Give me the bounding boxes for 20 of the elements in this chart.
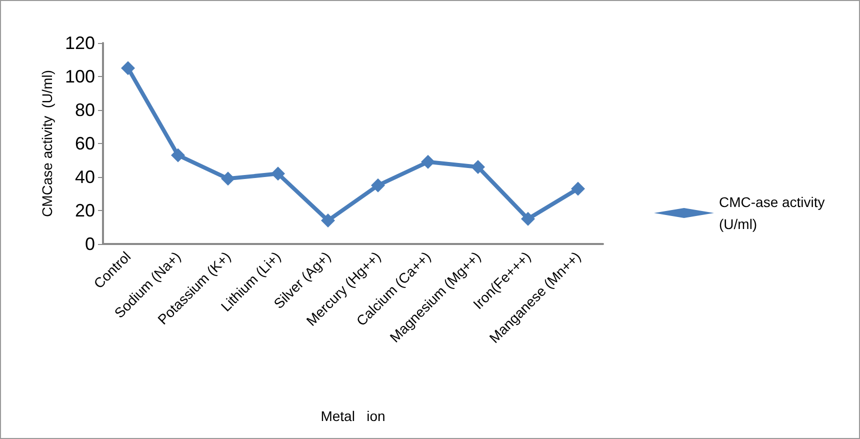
y-tick-label: 40 bbox=[74, 167, 95, 187]
y-tick-label: 60 bbox=[74, 134, 95, 154]
point bbox=[521, 212, 535, 226]
y-tick-label: 80 bbox=[74, 100, 95, 120]
y-tick-label: 120 bbox=[64, 33, 95, 53]
point bbox=[221, 172, 235, 186]
point bbox=[121, 61, 135, 76]
point bbox=[421, 154, 435, 169]
point bbox=[321, 214, 335, 228]
y-tick-label: 100 bbox=[64, 66, 95, 86]
point bbox=[471, 160, 485, 174]
point bbox=[371, 178, 385, 192]
y-tick-label: 20 bbox=[74, 200, 95, 220]
legend-label: CMC-ase activity (U/ml) bbox=[719, 194, 829, 232]
y-tick-label: 0 bbox=[84, 234, 95, 254]
point bbox=[571, 182, 585, 196]
y-axis-title: CMCase activity (U/ml) bbox=[39, 70, 56, 218]
point bbox=[271, 166, 285, 181]
point bbox=[171, 148, 185, 162]
x-axis-title: Metal ion bbox=[320, 408, 386, 424]
